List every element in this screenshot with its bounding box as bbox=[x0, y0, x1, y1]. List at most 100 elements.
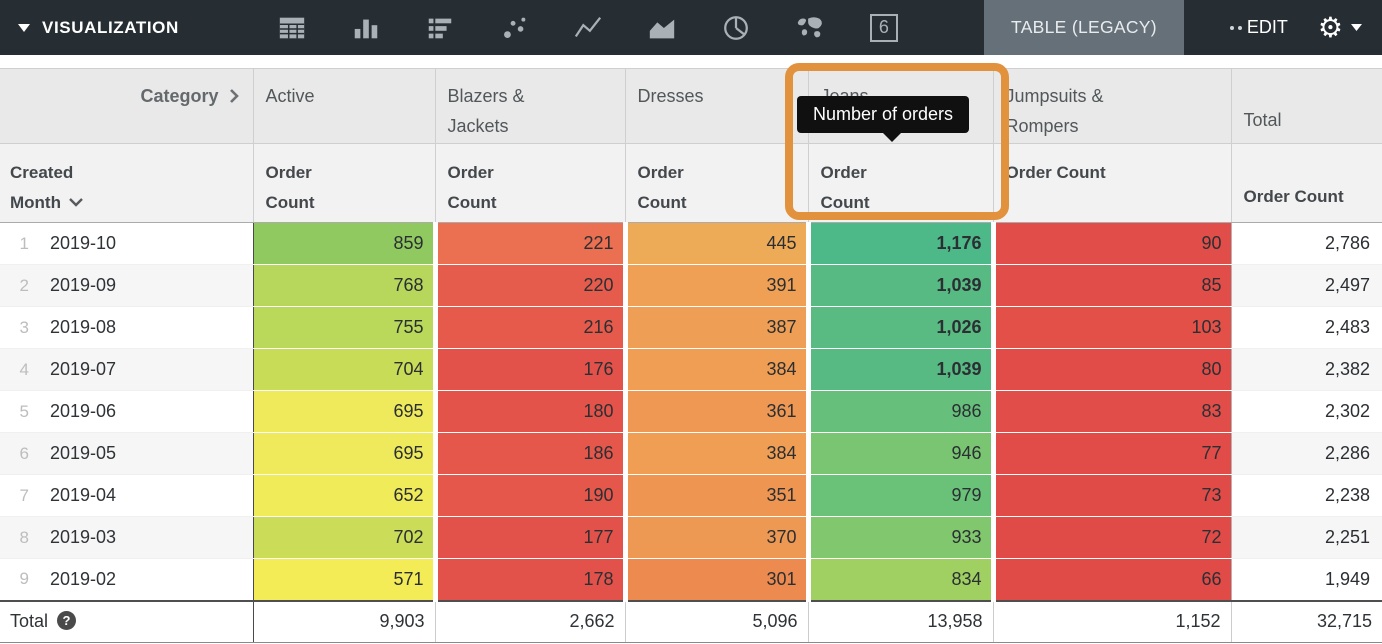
data-cell[interactable]: 391 bbox=[625, 264, 811, 307]
data-cell[interactable]: 859 bbox=[252, 222, 438, 265]
data-cell[interactable]: 445 bbox=[625, 222, 811, 265]
help-icon[interactable]: ? bbox=[57, 611, 77, 631]
table-icon[interactable] bbox=[275, 11, 309, 45]
row-total-cell[interactable]: 2,786 bbox=[1231, 222, 1382, 265]
data-cell[interactable]: 387 bbox=[625, 306, 811, 349]
data-cell[interactable]: 186 bbox=[435, 432, 628, 475]
data-cell[interactable]: 80 bbox=[993, 348, 1232, 391]
row-total-cell[interactable]: 2,483 bbox=[1231, 306, 1382, 349]
data-cell[interactable]: 933 bbox=[808, 516, 996, 559]
data-cell[interactable]: 351 bbox=[625, 474, 811, 517]
measure-header-jeans[interactable]: Order Count bbox=[807, 143, 994, 223]
data-cell[interactable]: 180 bbox=[435, 390, 628, 433]
selected-viz-tab[interactable]: TABLE (LEGACY) bbox=[984, 0, 1184, 55]
total-cell[interactable]: 2,662 bbox=[434, 599, 625, 643]
data-cell[interactable]: 384 bbox=[625, 432, 811, 475]
data-cell[interactable]: 1,039 bbox=[808, 264, 996, 307]
data-cell[interactable]: 72 bbox=[993, 516, 1232, 559]
data-cell[interactable]: 85 bbox=[993, 264, 1232, 307]
data-cell[interactable]: 946 bbox=[808, 432, 996, 475]
data-cell[interactable]: 177 bbox=[435, 516, 628, 559]
data-cell[interactable]: 834 bbox=[808, 558, 996, 601]
single-value-icon[interactable]: 6 bbox=[867, 11, 901, 45]
data-cell[interactable]: 1,026 bbox=[808, 306, 996, 349]
settings-button[interactable]: ⚙ bbox=[1318, 13, 1362, 42]
data-cell[interactable]: 695 bbox=[252, 432, 438, 475]
row-total-cell[interactable]: 2,251 bbox=[1231, 516, 1382, 559]
data-cell[interactable]: 77 bbox=[993, 432, 1232, 475]
row-total-cell[interactable]: 2,302 bbox=[1231, 390, 1382, 433]
data-cell[interactable]: 216 bbox=[435, 306, 628, 349]
totals-label-cell: Total? bbox=[0, 599, 253, 643]
column-header-blazers-jackets[interactable]: Blazers & Jackets bbox=[434, 68, 626, 144]
row-dimension-header[interactable]: Created Month bbox=[0, 143, 254, 223]
total-cell[interactable]: 5,096 bbox=[624, 599, 808, 643]
bar-chart-icon[interactable] bbox=[423, 11, 457, 45]
pie-chart-icon[interactable] bbox=[719, 11, 753, 45]
line-chart-icon[interactable] bbox=[571, 11, 605, 45]
data-cell[interactable]: 190 bbox=[435, 474, 628, 517]
column-header-total[interactable]: Total bbox=[1230, 68, 1382, 144]
data-cell[interactable]: 571 bbox=[252, 558, 438, 601]
dimension-cell[interactable]: 2019-06 bbox=[40, 390, 253, 433]
measure-header-dresses[interactable]: Order Count bbox=[624, 143, 809, 223]
total-cell[interactable]: 1,152 bbox=[992, 599, 1231, 643]
column-header-dresses[interactable]: Dresses bbox=[624, 68, 809, 144]
measure-header-jumpsuits-rompers[interactable]: Order Count bbox=[992, 143, 1232, 223]
measure-header-total[interactable]: Order Count bbox=[1230, 143, 1382, 223]
area-chart-icon[interactable] bbox=[645, 11, 679, 45]
data-cell[interactable]: 90 bbox=[993, 222, 1232, 265]
data-cell[interactable]: 73 bbox=[993, 474, 1232, 517]
data-cell[interactable]: 361 bbox=[625, 390, 811, 433]
row-total-cell[interactable]: 2,497 bbox=[1231, 264, 1382, 307]
data-cell[interactable]: 384 bbox=[625, 348, 811, 391]
data-cell[interactable]: 986 bbox=[808, 390, 996, 433]
data-cell[interactable]: 83 bbox=[993, 390, 1232, 433]
data-cell[interactable]: 979 bbox=[808, 474, 996, 517]
data-cell[interactable]: 768 bbox=[252, 264, 438, 307]
data-cell[interactable]: 103 bbox=[993, 306, 1232, 349]
data-cell[interactable]: 695 bbox=[252, 390, 438, 433]
data-cell[interactable]: 370 bbox=[625, 516, 811, 559]
dimension-cell[interactable]: 2019-03 bbox=[40, 516, 253, 559]
data-cell[interactable]: 652 bbox=[252, 474, 438, 517]
category-pivot-header[interactable]: Category bbox=[0, 68, 254, 144]
data-cell[interactable]: 755 bbox=[252, 306, 438, 349]
total-cell[interactable]: 9,903 bbox=[252, 599, 435, 643]
map-icon[interactable] bbox=[793, 11, 827, 45]
data-cell[interactable]: 221 bbox=[435, 222, 628, 265]
scatter-plot-icon[interactable] bbox=[497, 11, 531, 45]
column-header-active[interactable]: Active bbox=[252, 68, 436, 144]
edit-button[interactable]: EDIT bbox=[1229, 17, 1288, 38]
row-number: 5 bbox=[0, 390, 40, 433]
dimension-cell[interactable]: 2019-10 bbox=[40, 222, 253, 265]
dimension-cell[interactable]: 2019-07 bbox=[40, 348, 253, 391]
row-total-cell[interactable]: 2,286 bbox=[1231, 432, 1382, 475]
data-cell[interactable]: 301 bbox=[625, 558, 811, 601]
dimension-cell[interactable]: 2019-08 bbox=[40, 306, 253, 349]
grand-total-cell[interactable]: 32,715 bbox=[1230, 599, 1382, 643]
visualization-section-toggle[interactable]: VISUALIZATION bbox=[18, 18, 179, 38]
data-cell[interactable]: 220 bbox=[435, 264, 628, 307]
data-cell[interactable]: 178 bbox=[435, 558, 628, 601]
table-row: 7 2019-04 652 190 351 979 73 2,238 bbox=[0, 474, 1382, 517]
row-total-cell[interactable]: 2,382 bbox=[1231, 348, 1382, 391]
row-total-cell[interactable]: 2,238 bbox=[1231, 474, 1382, 517]
dimension-cell[interactable]: 2019-02 bbox=[40, 558, 253, 601]
row-number: 4 bbox=[0, 348, 40, 391]
measure-header-blazers-jackets[interactable]: Order Count bbox=[434, 143, 626, 223]
dimension-cell[interactable]: 2019-05 bbox=[40, 432, 253, 475]
column-chart-icon[interactable] bbox=[349, 11, 383, 45]
measure-header-active[interactable]: Order Count bbox=[252, 143, 436, 223]
dimension-cell[interactable]: 2019-09 bbox=[40, 264, 253, 307]
total-cell[interactable]: 13,958 bbox=[807, 599, 993, 643]
data-cell[interactable]: 1,176 bbox=[808, 222, 996, 265]
data-cell[interactable]: 1,039 bbox=[808, 348, 996, 391]
data-cell[interactable]: 704 bbox=[252, 348, 438, 391]
dimension-cell[interactable]: 2019-04 bbox=[40, 474, 253, 517]
column-header-jumpsuits-rompers[interactable]: Jumpsuits & Rompers bbox=[992, 68, 1232, 144]
data-cell[interactable]: 66 bbox=[993, 558, 1232, 601]
data-cell[interactable]: 702 bbox=[252, 516, 438, 559]
data-cell[interactable]: 176 bbox=[435, 348, 628, 391]
row-total-cell[interactable]: 1,949 bbox=[1231, 558, 1382, 601]
